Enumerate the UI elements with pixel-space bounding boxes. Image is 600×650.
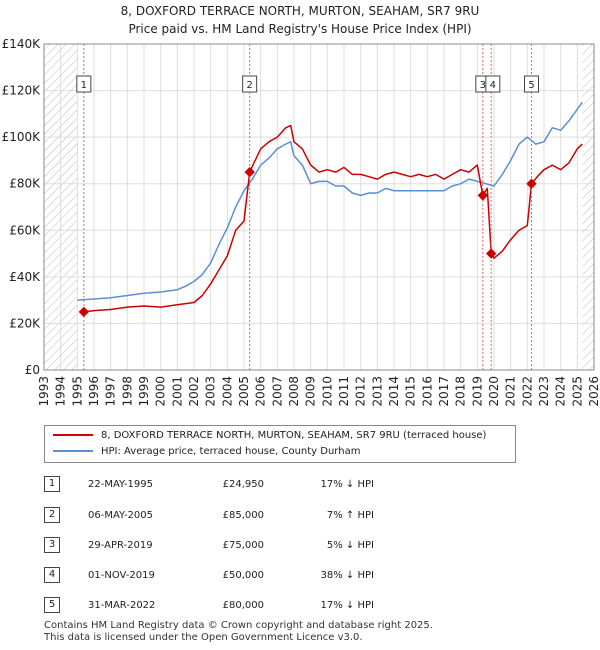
table-row: 2 06-MAY-2005 £85,000 7% ↑ HPI: [44, 507, 404, 523]
x-tick-label: 2015: [404, 376, 418, 407]
x-tick-label: 2010: [320, 376, 334, 407]
y-tick-label: £100K: [2, 130, 42, 144]
y-tick-label: £0: [25, 363, 40, 377]
x-tick-label: 2007: [270, 376, 284, 407]
x-tick-label: 1996: [87, 376, 101, 407]
legend-item-hpi: HPI: Average price, terraced house, Coun…: [53, 444, 360, 460]
chart-title: 8, DOXFORD TERRACE NORTH, MURTON, SEAHAM…: [120, 4, 480, 18]
x-tick-label: 2025: [570, 376, 584, 407]
footer-licence: This data is licensed under the Open Gov…: [44, 632, 363, 643]
sale-hpi-diff: 5% ↓ HPI: [326, 540, 374, 551]
x-tick-label: 2021: [504, 376, 518, 407]
sale-point: [477, 190, 489, 201]
sale-price: £80,000: [222, 600, 264, 611]
x-tick-label: 1999: [137, 376, 151, 407]
sale-hpi-diff: 38% ↓ HPI: [320, 570, 374, 581]
x-tick-label: 1995: [70, 376, 84, 407]
chart-subtitle: Price paid vs. HM Land Registry's House …: [128, 22, 472, 36]
legend: 8, DOXFORD TERRACE NORTH, MURTON, SEAHAM…: [44, 425, 516, 463]
sale-marker-label: 2: [246, 80, 252, 91]
table-row: 3 29-APR-2019 £75,000 5% ↓ HPI: [44, 537, 404, 553]
sale-marker-box: [524, 75, 539, 93]
x-tick-label: 2016: [420, 376, 434, 407]
sale-marker-label: 5: [528, 80, 534, 91]
x-tick-label: 2006: [254, 376, 268, 407]
y-tick-label: £120K: [2, 84, 42, 98]
sale-hpi-diff: 17% ↓ HPI: [320, 479, 374, 490]
legend-item-property: 8, DOXFORD TERRACE NORTH, MURTON, SEAHAM…: [53, 428, 486, 444]
footer: Contains HM Land Registry data © Crown c…: [44, 620, 584, 644]
x-tick-label: 2023: [537, 376, 551, 407]
x-tick-label: 2013: [370, 376, 384, 407]
sale-number: 4: [44, 567, 60, 583]
sale-date: 01-NOV-2019: [88, 570, 155, 581]
sale-price: £24,950: [222, 479, 264, 490]
sale-price: £50,000: [222, 570, 264, 581]
sale-date: 31-MAR-2022: [88, 600, 156, 611]
x-tick-label: 2009: [304, 376, 318, 407]
sale-hpi-diff: 7% ↑ HPI: [326, 510, 374, 521]
x-tick-label: 2011: [337, 376, 351, 407]
x-tick-label: 2026: [587, 376, 600, 407]
x-tick-label: 1993: [37, 376, 51, 407]
sale-marker-label: 4: [490, 80, 496, 91]
sale-point: [78, 306, 90, 318]
hatched-region: [582, 44, 594, 370]
sale-marker-box: [242, 75, 258, 93]
plot-frame: [43, 43, 595, 371]
x-tick-label: 2000: [154, 376, 168, 407]
sale-date: 29-APR-2019: [88, 540, 153, 551]
x-tick-label: 2014: [387, 376, 401, 407]
x-tick-label: 2002: [187, 376, 201, 407]
table-row: 4 01-NOV-2019 £50,000 38% ↓ HPI: [44, 567, 404, 583]
sale-point: [526, 178, 537, 189]
x-tick-label: 2018: [454, 376, 468, 407]
x-tick-label: 2017: [437, 376, 451, 407]
chart-title-block: 8, DOXFORD TERRACE NORTH, MURTON, SEAHAM…: [0, 2, 600, 38]
sale-number: 2: [44, 507, 60, 523]
x-tick-label: 2012: [354, 376, 368, 407]
property-price-line: [83, 124, 583, 313]
sale-marker-box: [76, 75, 92, 93]
legend-swatch-property: [53, 434, 93, 436]
x-tick-label: 2001: [170, 376, 184, 407]
sale-marker-label: 3: [480, 80, 486, 91]
sale-price: £75,000: [222, 540, 264, 551]
x-tick-label: 2003: [204, 376, 218, 407]
x-tick-label: 1997: [104, 376, 118, 407]
table-row: 1 22-MAY-1995 £24,950 17% ↓ HPI: [44, 476, 404, 492]
legend-label-property: 8, DOXFORD TERRACE NORTH, MURTON, SEAHAM…: [101, 430, 487, 441]
sale-number: 3: [44, 537, 60, 553]
x-tick-label: 1998: [120, 376, 134, 407]
x-tick-label: 2008: [287, 376, 301, 407]
y-tick-label: £20K: [9, 316, 41, 330]
x-tick-label: 2024: [554, 376, 568, 407]
y-tick-label: £140K: [2, 37, 42, 51]
x-tick-label: 2019: [470, 376, 484, 407]
sale-number: 1: [44, 476, 60, 492]
sale-price: £85,000: [222, 510, 264, 521]
sale-date: 06-MAY-2005: [88, 510, 154, 521]
y-tick-label: £60K: [9, 223, 41, 237]
y-tick-label: £40K: [9, 270, 41, 284]
hpi-line: [77, 101, 583, 301]
x-tick-label: 2004: [220, 376, 234, 407]
x-tick-label: 2005: [237, 376, 251, 407]
sale-date: 22-MAY-1995: [88, 479, 154, 490]
sale-marker-box: [485, 75, 501, 93]
sale-hpi-diff: 17% ↓ HPI: [320, 600, 374, 611]
table-row: 5 31-MAR-2022 £80,000 17% ↓ HPI: [44, 597, 404, 613]
sale-number: 5: [44, 597, 60, 613]
y-tick-label: £80K: [9, 177, 41, 191]
sale-point: [485, 248, 497, 259]
legend-swatch-hpi: [53, 450, 93, 452]
legend-label-hpi: HPI: Average price, terraced house, Coun…: [101, 446, 361, 457]
x-tick-label: 2020: [487, 376, 501, 407]
x-tick-label: 1994: [54, 376, 68, 407]
sale-point: [244, 166, 255, 178]
x-tick-label: 2022: [520, 376, 534, 407]
footer-copyright: Contains HM Land Registry data © Crown c…: [44, 620, 433, 631]
sale-marker-label: 1: [81, 80, 87, 91]
